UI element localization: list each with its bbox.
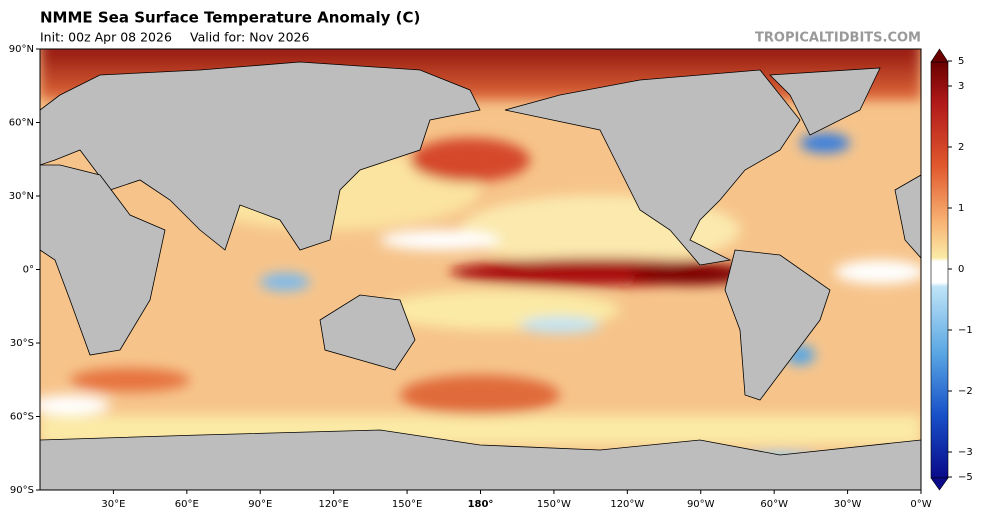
lon-label: 60°W — [760, 499, 788, 510]
lon-label: 150°W — [537, 499, 571, 510]
init-time: Init: 00z Apr 08 2026 — [40, 30, 172, 45]
south-america — [724, 249, 831, 401]
lon-label: 0°W — [910, 499, 931, 510]
valid-time: Valid for: Nov 2026 — [190, 30, 309, 45]
lat-label: 90°S — [10, 485, 34, 496]
lat-label: 0° — [23, 265, 34, 276]
lon-label: 180° — [468, 499, 494, 510]
colorbar-label: −3 — [958, 447, 973, 458]
lat-label: 90°N — [9, 44, 34, 55]
lat-label: 60°N — [9, 118, 34, 129]
title: NMME Sea Surface Temperature Anomaly (C) — [40, 9, 420, 27]
lon-label: 120°E — [318, 499, 348, 510]
colorbar-min-arrow — [930, 477, 949, 491]
map-field — [40, 49, 921, 490]
colorbar-label: −2 — [958, 386, 973, 397]
lon-label: 120°W — [610, 499, 644, 510]
antarctica — [40, 429, 921, 490]
lat-label: 30°N — [9, 191, 34, 202]
lon-label: 90°W — [687, 499, 715, 510]
lon-label: 90°E — [248, 499, 272, 510]
colorbar-label: 3 — [958, 81, 964, 92]
lat-label: 60°S — [10, 412, 34, 423]
colorbar-label: −1 — [958, 325, 973, 336]
lat-label: 30°S — [10, 338, 34, 349]
eurasia — [40, 61, 481, 251]
lon-label: 150°E — [392, 499, 422, 510]
colorbar-label: 1 — [958, 203, 964, 214]
lon-label: 30°W — [834, 499, 862, 510]
source: TROPICALTIDBITS.COM — [755, 31, 921, 46]
australia — [319, 294, 416, 371]
colorbar-label: −5 — [958, 472, 973, 483]
africa-west — [894, 174, 921, 259]
north-america — [504, 69, 801, 266]
colorbar-label: 5 — [958, 56, 964, 67]
colorbar-label: 2 — [958, 142, 964, 153]
colorbar-max-arrow — [930, 48, 949, 63]
lon-label: 30°E — [101, 499, 125, 510]
colorbar-label: 0 — [958, 264, 964, 275]
lon-label: 60°E — [175, 499, 199, 510]
greenland — [769, 67, 881, 136]
africa — [40, 164, 166, 356]
colorbar — [930, 61, 949, 479]
